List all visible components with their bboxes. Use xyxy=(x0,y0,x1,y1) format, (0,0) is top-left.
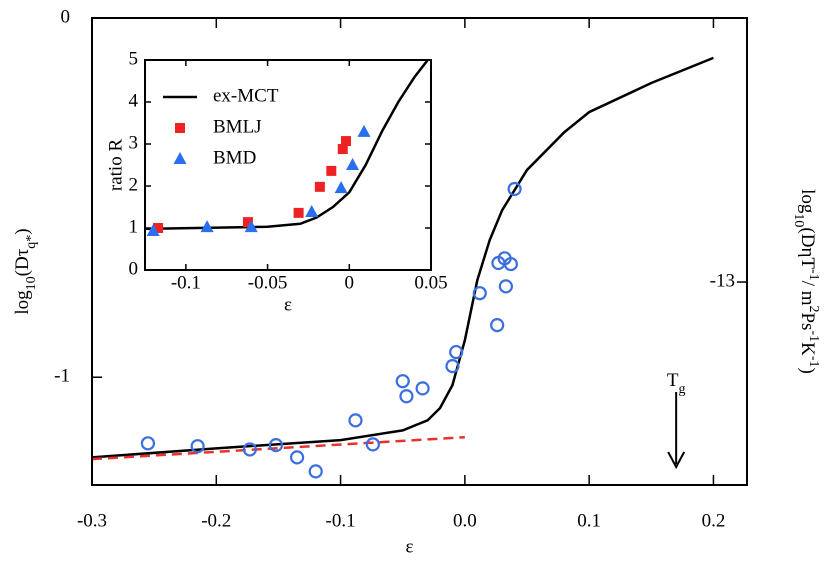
x-tick-label: 0.0 xyxy=(453,510,477,531)
label-part: 10 xyxy=(24,276,39,290)
data-point xyxy=(399,389,414,404)
data-point xyxy=(146,223,160,236)
label-part: -1 xyxy=(806,356,821,368)
y-tick-label: 1 xyxy=(129,216,139,237)
data-point xyxy=(507,181,522,197)
data-point xyxy=(314,181,325,192)
data-line xyxy=(144,59,429,231)
y-tick-label: 3 xyxy=(129,132,139,153)
data-point xyxy=(445,358,460,374)
label-part: 2 xyxy=(806,305,821,312)
x-tick-label: -0.1 xyxy=(326,510,356,531)
data-point xyxy=(153,223,164,233)
label-part: (Dτ xyxy=(12,248,33,276)
x-tick-label: 0.2 xyxy=(702,510,726,531)
label-part: K xyxy=(797,342,818,356)
label-part: log xyxy=(12,290,33,315)
x-tick-label: 0.1 xyxy=(577,510,601,531)
data-point xyxy=(140,436,156,451)
label-part: 10 xyxy=(791,213,806,227)
legend-label: ex-MCT xyxy=(213,85,279,106)
data-point xyxy=(449,344,464,360)
x-axis-label: ε xyxy=(284,294,292,315)
label-part: T xyxy=(667,370,679,391)
data-point xyxy=(341,136,352,147)
label-part: (DηT xyxy=(797,227,818,269)
data-point xyxy=(395,374,410,389)
label-part: ) xyxy=(797,368,818,374)
data-point xyxy=(326,165,337,176)
data-point xyxy=(503,256,518,272)
data-point xyxy=(289,450,305,465)
data-point xyxy=(200,220,214,233)
x-tick-label: -0.1 xyxy=(171,272,201,293)
data-point xyxy=(242,442,257,457)
legend-marker xyxy=(173,152,187,164)
axis-label: log10(Dτq*) xyxy=(12,228,38,314)
data-point xyxy=(268,438,284,453)
data-line xyxy=(91,435,465,461)
data-point xyxy=(293,207,304,218)
data-point xyxy=(190,439,205,454)
y-tick-label: 5 xyxy=(129,48,139,69)
data-point xyxy=(498,279,513,294)
axis-label: Tg xyxy=(667,370,686,396)
y-tick-label: -1 xyxy=(54,366,70,387)
label-part: g xyxy=(678,382,685,397)
legend-marker xyxy=(175,123,185,133)
x-axis-label: ε xyxy=(406,536,414,557)
data-point xyxy=(305,205,319,218)
data-point xyxy=(472,286,487,301)
data-point xyxy=(308,464,323,479)
label-part: Ps xyxy=(797,312,818,330)
label-part: q* xyxy=(24,235,39,249)
plot-frame xyxy=(91,17,748,486)
label-part: -1 xyxy=(806,330,821,342)
data-point xyxy=(337,144,348,155)
x-tick-label: -0.2 xyxy=(201,510,231,531)
label-part: ) xyxy=(12,228,33,234)
data-point xyxy=(415,381,430,396)
axis-label: log10(DηT-1/ m2Ps-1K-1) xyxy=(791,189,821,374)
label-part: -1 xyxy=(806,269,821,281)
data-line xyxy=(91,56,714,459)
data-point xyxy=(334,181,348,194)
legend-label: BMD xyxy=(213,147,256,168)
x-tick-label: 0 xyxy=(345,272,355,293)
data-point xyxy=(490,318,505,333)
inset-background xyxy=(145,60,431,270)
data-point xyxy=(348,413,363,428)
data-point xyxy=(346,158,360,170)
data-point xyxy=(357,124,371,137)
x-tick-label: 0.05 xyxy=(414,272,447,293)
x-tick-label: -0.3 xyxy=(77,510,107,531)
y-axis-label: ratio R xyxy=(105,139,126,192)
label-part: / m xyxy=(797,281,818,306)
label-part: log xyxy=(797,189,818,214)
x-tick-label: -0.05 xyxy=(248,272,288,293)
data-point xyxy=(242,217,253,228)
y-tick-label: 0 xyxy=(129,258,139,279)
data-point xyxy=(244,220,258,233)
legend-label: BMLJ xyxy=(213,116,262,137)
arrow-head xyxy=(667,451,686,470)
y-tick-label: 0 xyxy=(61,6,71,27)
data-point xyxy=(365,437,380,452)
plot-frame xyxy=(144,59,432,271)
y-tick-label: 4 xyxy=(129,90,139,111)
y-tick-label: 2 xyxy=(129,174,139,195)
y2-tick-label: -13 xyxy=(710,270,735,291)
